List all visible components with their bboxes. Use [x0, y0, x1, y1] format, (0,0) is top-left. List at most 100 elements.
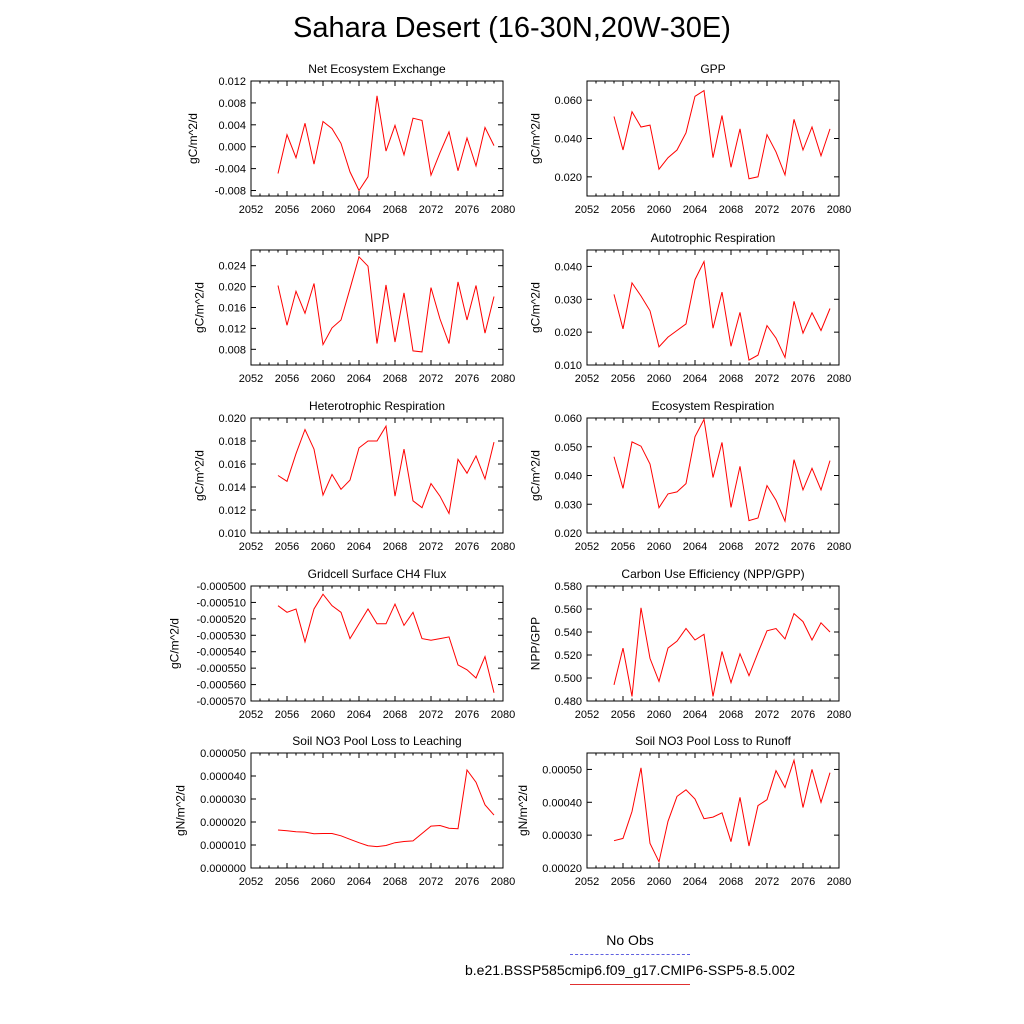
plot-frame [586, 752, 840, 869]
x-tick-label: 2068 [719, 541, 743, 553]
y-tick-label: 0.030 [554, 294, 582, 306]
x-tick-label: 2076 [455, 541, 479, 553]
plot-frame [250, 249, 504, 366]
x-tick-label: 2076 [455, 876, 479, 888]
y-tick-label: 0.008 [218, 98, 246, 110]
y-tick-label: -0.000570 [196, 696, 246, 708]
x-tick-label: 2056 [611, 876, 635, 888]
y-tick-label: 0.00020 [542, 863, 582, 875]
y-tick-label: 0.000 [218, 142, 246, 154]
y-tick-label: 0.020 [554, 327, 582, 339]
x-tick-label: 2080 [827, 204, 851, 216]
x-tick-label: 2080 [827, 709, 851, 721]
chart-panel-5: Heterotrophic Respiration 2052 2056 2060 206… [193, 399, 516, 553]
chart-title: Heterotrophic Respiration [309, 399, 445, 413]
series-line [613, 758, 831, 864]
y-tick-label: 0.040 [554, 261, 582, 273]
chart-panel-2: GPP 2052 2056 2060 2064 2068 2072 2076 2080 0.060… [529, 62, 852, 216]
y-tick-label: 0.030 [554, 499, 582, 511]
plot-frame [586, 585, 840, 702]
x-tick-label: 2056 [275, 204, 299, 216]
x-tick-label: 2056 [611, 541, 635, 553]
x-tick-label: 2068 [719, 204, 743, 216]
x-tick-label: 2052 [239, 709, 263, 721]
y-tick-label: 0.004 [218, 120, 246, 132]
y-tick-label: 0.480 [554, 696, 582, 708]
x-tick-label: 2052 [239, 204, 263, 216]
y-axis-label: gC/m^2/d [193, 282, 207, 333]
x-tick-label: 2060 [311, 876, 335, 888]
y-tick-label: 0.000050 [200, 748, 246, 760]
y-tick-label: 0.020 [218, 413, 246, 425]
x-tick-label: 2056 [275, 876, 299, 888]
y-tick-label: 0.000030 [200, 794, 246, 806]
chart-title: GPP [700, 62, 725, 76]
y-tick-label: 0.00030 [542, 830, 582, 842]
x-tick-label: 2076 [455, 373, 479, 385]
y-tick-label: -0.000500 [196, 581, 246, 593]
x-tick-label: 2072 [419, 541, 443, 553]
x-tick-label: 2064 [347, 204, 371, 216]
chart-title: Ecosystem Respiration [652, 399, 775, 413]
x-tick-label: 2060 [311, 204, 335, 216]
chart-title: Net Ecosystem Exchange [308, 62, 446, 76]
x-tick-label: 2056 [275, 709, 299, 721]
x-tick-label: 2052 [239, 876, 263, 888]
y-tick-label: 0.000040 [200, 771, 246, 783]
y-tick-label: -0.000560 [196, 680, 246, 692]
chart-title: Soil NO3 Pool Loss to Runoff [635, 734, 792, 748]
page-title: Sahara Desert (16-30N,20W-30E) [293, 12, 731, 44]
x-tick-label: 2080 [827, 541, 851, 553]
plot-frame [586, 80, 840, 197]
plot-frame [586, 249, 840, 366]
chart-title: NPP [365, 231, 390, 245]
x-tick-label: 2076 [791, 541, 815, 553]
x-tick-label: 2076 [791, 709, 815, 721]
x-tick-label: 2056 [611, 204, 635, 216]
series-line [277, 593, 495, 693]
chart-title: Carbon Use Efficiency (NPP/GPP) [621, 567, 804, 581]
y-tick-label: 0.016 [218, 459, 246, 471]
x-tick-label: 2060 [311, 373, 335, 385]
x-tick-label: 2064 [683, 204, 707, 216]
y-tick-label: 0.010 [554, 360, 582, 372]
series-line [277, 255, 495, 353]
x-tick-label: 2052 [239, 541, 263, 553]
chart-title: Gridcell Surface CH4 Flux [308, 567, 447, 581]
y-tick-label: 0.008 [218, 344, 246, 356]
x-tick-label: 2068 [383, 709, 407, 721]
x-tick-label: 2060 [647, 709, 671, 721]
y-tick-label: -0.000510 [196, 597, 246, 609]
x-tick-label: 2072 [419, 373, 443, 385]
x-tick-label: 2060 [311, 709, 335, 721]
y-tick-label: 0.010 [218, 528, 246, 540]
x-tick-label: 2064 [347, 709, 371, 721]
y-tick-label: 0.012 [218, 323, 246, 335]
x-tick-label: 2052 [575, 876, 599, 888]
y-tick-label: 0.00050 [542, 764, 582, 776]
x-tick-label: 2072 [755, 709, 779, 721]
chart-panel-3: NPP 2052 2056 2060 2064 2068 2072 2076 2080 0.024… [193, 231, 516, 385]
x-tick-label: 2068 [383, 541, 407, 553]
x-tick-label: 2072 [419, 204, 443, 216]
x-tick-label: 2068 [383, 876, 407, 888]
x-tick-label: 2072 [755, 876, 779, 888]
x-tick-label: 2064 [683, 373, 707, 385]
y-tick-label: 0.020 [218, 282, 246, 294]
y-tick-label: -0.000540 [196, 647, 246, 659]
series-line [613, 607, 831, 697]
series-line [613, 417, 831, 524]
chart-panel-1: Net Ecosystem Exchange 2052 2056 2060 2064 20… [186, 62, 515, 216]
y-tick-label: 0.040 [554, 134, 582, 146]
x-tick-label: 2056 [611, 373, 635, 385]
y-axis-label: gC/m^2/d [529, 113, 543, 164]
x-tick-label: 2080 [491, 876, 515, 888]
y-tick-label: -0.004 [215, 164, 246, 176]
y-axis-label: NPP/GPP [529, 617, 543, 670]
x-tick-label: 2064 [683, 541, 707, 553]
y-tick-label: 0.040 [554, 471, 582, 483]
y-axis-label: gN/m^2/d [174, 785, 188, 836]
x-tick-label: 2060 [647, 204, 671, 216]
x-tick-label: 2052 [575, 204, 599, 216]
